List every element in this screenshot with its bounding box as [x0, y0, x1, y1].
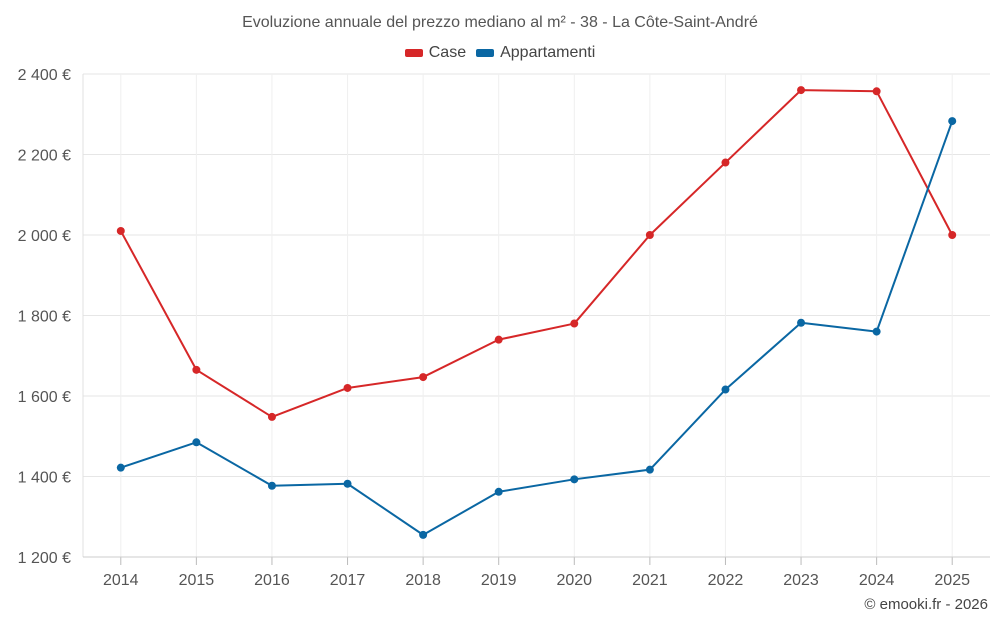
y-tick-label: 1 800 € [18, 309, 71, 326]
data-point-case [948, 231, 957, 239]
series-line-case [119, 89, 954, 418]
data-point-appartamenti [343, 479, 352, 488]
data-point-case [570, 319, 579, 328]
data-point-case [419, 373, 428, 382]
x-tick-label: 2022 [708, 572, 744, 589]
legend-label-appartamenti: Appartamenti [500, 44, 596, 61]
legend-swatch-appartamenti [476, 49, 495, 57]
x-tick-label: 2017 [330, 572, 366, 589]
data-point-appartamenti [721, 385, 730, 394]
data-point-case [872, 87, 881, 96]
y-tick-label: 1 400 € [18, 470, 71, 487]
x-tick-label: 2021 [632, 572, 668, 589]
data-point-case [267, 412, 276, 421]
data-point-appartamenti [797, 318, 806, 327]
data-point-case [645, 231, 654, 239]
x-tick-label: 2018 [405, 572, 441, 589]
data-point-case [192, 365, 201, 374]
data-point-appartamenti [645, 465, 654, 474]
chart-title: Evoluzione annuale del prezzo mediano al… [242, 14, 758, 31]
series-line-appartamenti [120, 120, 954, 536]
data-point-appartamenti [116, 463, 125, 472]
data-point-case [343, 383, 352, 392]
data-point-case [494, 335, 503, 344]
data-point-appartamenti [570, 475, 579, 484]
data-point-case [797, 86, 806, 95]
x-tick-label: 2015 [179, 572, 215, 589]
x-tick-label: 2023 [783, 572, 819, 589]
y-tick-label: 2 400 € [18, 67, 71, 84]
data-point-case [721, 158, 730, 167]
x-tick-label: 2024 [859, 572, 895, 589]
data-point-appartamenti [948, 117, 957, 126]
credit-text: © emooki.fr - 2026 [864, 596, 988, 613]
x-tick-label: 2019 [481, 572, 517, 589]
y-tick-label: 2 200 € [18, 148, 71, 165]
y-tick-label: 1 600 € [18, 389, 71, 406]
data-point-case [116, 226, 125, 235]
data-point-appartamenti [192, 438, 201, 447]
legend-item-case[interactable]: Case [404, 44, 467, 62]
legend-label-case: Case [428, 44, 467, 61]
x-tick-label: 2016 [254, 572, 290, 589]
data-point-appartamenti [267, 481, 276, 490]
data-point-appartamenti [419, 530, 428, 539]
legend: Case Appartamenti [0, 44, 1000, 62]
x-tick-label: 2025 [934, 572, 970, 589]
data-point-appartamenti [494, 487, 503, 496]
legend-swatch-case [404, 49, 423, 57]
x-tick-label: 2020 [556, 572, 592, 589]
x-tick-label: 2014 [103, 572, 139, 589]
legend-item-appartamenti[interactable]: Appartamenti [476, 44, 595, 62]
y-tick-label: 1 200 € [18, 550, 71, 567]
data-point-appartamenti [872, 327, 881, 336]
y-tick-label: 2 000 € [18, 228, 71, 245]
